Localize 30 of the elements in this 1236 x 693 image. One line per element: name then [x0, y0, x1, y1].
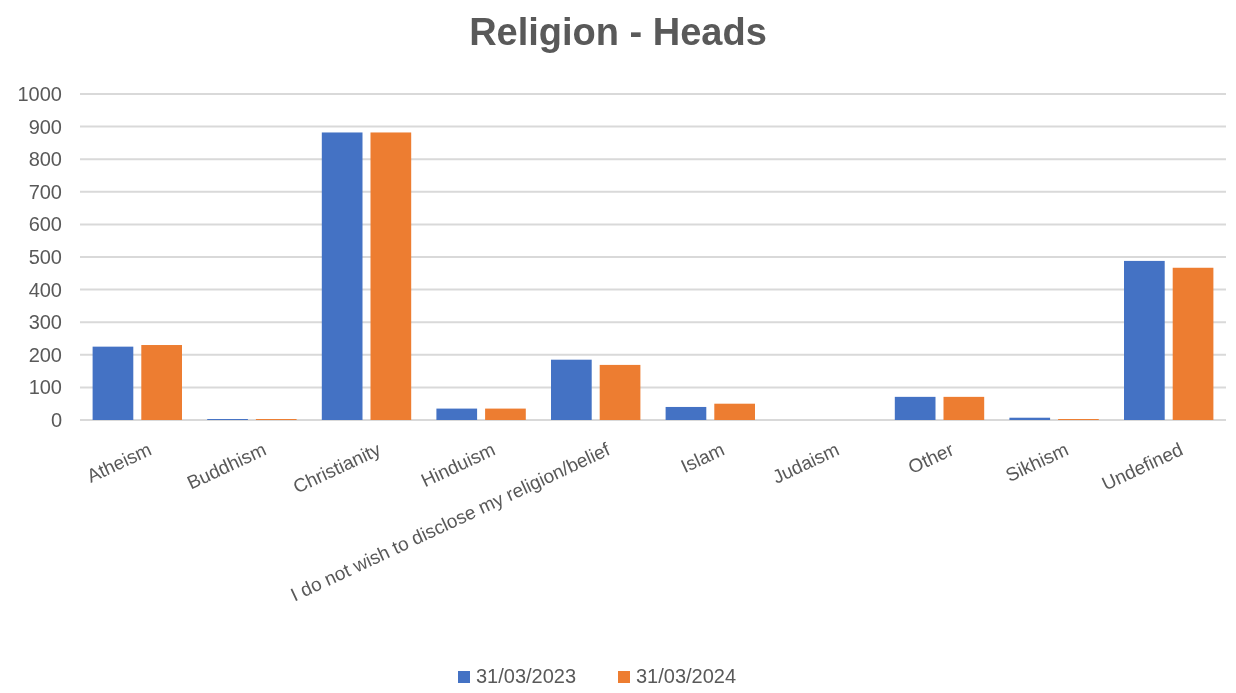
bar	[894, 396, 936, 420]
bar	[436, 408, 478, 420]
y-tick-label: 1000	[17, 83, 62, 105]
bar	[1124, 260, 1165, 420]
y-tick-label: 500	[28, 246, 62, 268]
chart-title: Religion - Heads	[469, 11, 767, 53]
x-tick-label: Other	[904, 438, 958, 478]
y-tick-label: 0	[50, 409, 62, 431]
bar	[714, 403, 755, 420]
y-tick-label: 600	[28, 213, 62, 236]
y-tick-label: 300	[28, 311, 62, 334]
bar	[92, 346, 134, 420]
y-tick-label: 400	[28, 278, 62, 301]
bar	[370, 132, 412, 420]
bar	[1172, 267, 1214, 420]
y-tick-label: 100	[28, 376, 62, 399]
x-tick-label: Islam	[677, 438, 728, 477]
y-tick-label: 200	[28, 343, 62, 366]
y-tick-label: 700	[28, 180, 62, 203]
bar	[943, 396, 985, 420]
y-tick-label: 900	[28, 115, 62, 138]
bar	[141, 345, 182, 420]
bar	[599, 364, 641, 420]
bar	[665, 406, 707, 420]
legend-label: 31/03/2024	[636, 665, 737, 687]
bar	[321, 132, 363, 420]
bar	[551, 359, 592, 420]
y-tick-label: 800	[28, 148, 62, 171]
bar	[485, 408, 526, 420]
legend-label: 31/03/2023	[476, 665, 577, 687]
